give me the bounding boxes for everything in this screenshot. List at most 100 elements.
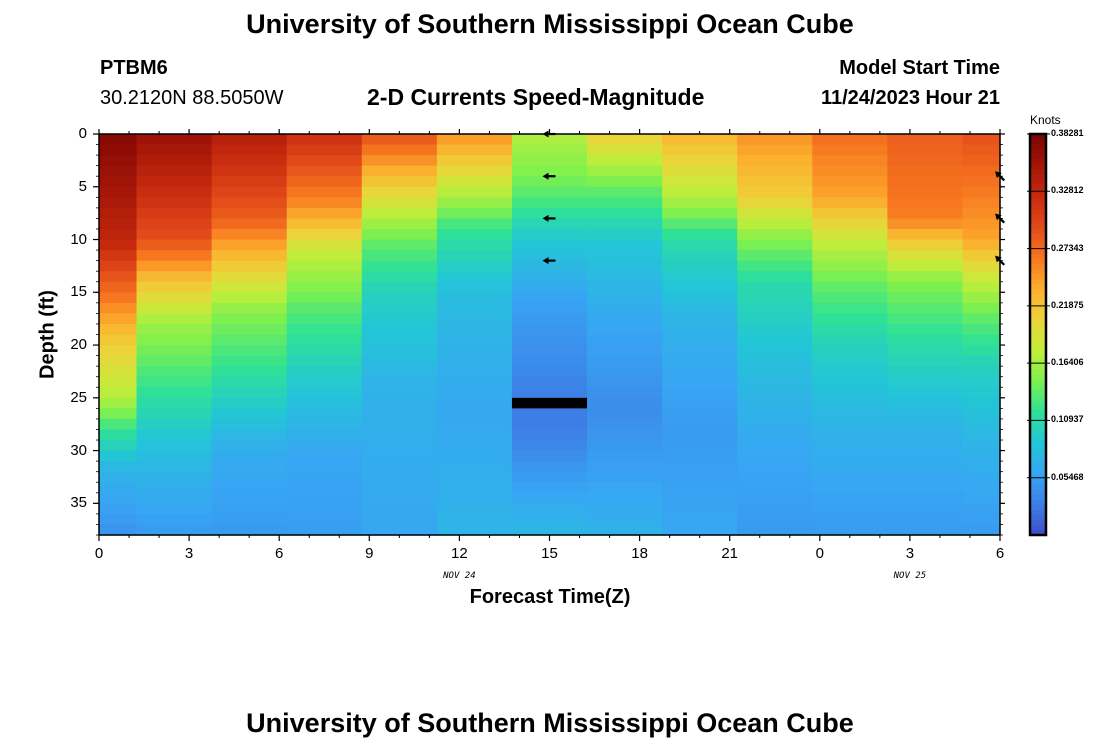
heatmap-cell <box>436 134 513 146</box>
heatmap-cell <box>587 387 663 399</box>
heatmap-cell <box>812 323 888 336</box>
heatmap-cell <box>361 250 438 262</box>
heatmap-cell <box>662 524 738 536</box>
heatmap-cell <box>511 186 588 198</box>
heatmap-cell <box>587 155 663 167</box>
x-tick-label: 21 <box>721 545 739 562</box>
heatmap-cell <box>587 239 663 251</box>
heatmap-cell <box>587 323 663 336</box>
heatmap-cell <box>361 334 438 346</box>
page-title-bottom: University of Southern Mississippi Ocean… <box>246 708 854 738</box>
heatmap-cell <box>211 429 288 441</box>
heatmap-cell <box>136 228 213 241</box>
heatmap-cell <box>737 155 813 167</box>
heatmap-cell <box>812 313 888 325</box>
heatmap-cell <box>436 271 513 283</box>
heatmap-cell <box>812 228 888 241</box>
heatmap-cell <box>211 144 288 156</box>
heatmap-cell <box>286 355 363 367</box>
heatmap-cell <box>99 355 138 367</box>
heatmap-cell <box>662 218 738 230</box>
heatmap-cell <box>436 429 513 441</box>
heatmap-cell <box>286 429 363 441</box>
heatmap-cell <box>436 440 513 452</box>
heatmap-cell <box>211 397 288 409</box>
heatmap-cell <box>99 176 138 188</box>
heatmap-cell <box>737 418 813 431</box>
heatmap-cell <box>136 313 213 325</box>
heatmap-cell <box>211 155 288 167</box>
heatmap-cell <box>662 513 738 526</box>
heatmap-cell <box>361 345 438 357</box>
heatmap-cell <box>587 524 663 536</box>
heatmap-cell <box>211 186 288 198</box>
heatmap-cell <box>99 228 138 241</box>
heatmap-cell <box>812 408 888 420</box>
heatmap-cell <box>962 345 1001 357</box>
heatmap-cell <box>962 334 1001 346</box>
heatmap-cell <box>812 450 888 462</box>
heatmap-cell <box>511 345 588 357</box>
heatmap-cell <box>737 292 813 304</box>
heatmap-cell <box>737 461 813 473</box>
heatmap-cell <box>361 366 438 378</box>
heatmap-cell <box>136 366 213 378</box>
heatmap-cell <box>962 176 1001 188</box>
heatmap-cell <box>99 429 138 441</box>
heatmap-cell <box>436 408 513 420</box>
heatmap-cell <box>286 376 363 388</box>
heatmap-cell <box>286 271 363 283</box>
heatmap-cell <box>286 461 363 473</box>
heatmap-cell <box>136 397 213 409</box>
heatmap-cell <box>962 429 1001 441</box>
heatmap-cell <box>887 387 964 399</box>
heatmap-cell <box>211 260 288 272</box>
heatmap-cell <box>962 144 1001 156</box>
heatmap-cell <box>436 228 513 241</box>
heatmap-cell <box>286 513 363 526</box>
heatmap-cell <box>887 513 964 526</box>
page-title: University of Southern Mississippi Ocean… <box>246 9 854 39</box>
heatmap-cell <box>361 397 438 409</box>
heatmap-cell <box>99 334 138 346</box>
heatmap-cell <box>587 302 663 314</box>
heatmap-cell <box>286 471 363 483</box>
heatmap-cell <box>887 492 964 504</box>
heatmap-cell <box>962 250 1001 262</box>
heatmap-cell <box>361 323 438 336</box>
heatmap-cell <box>887 165 964 177</box>
heatmap-cell <box>99 503 138 515</box>
heatmap-cell <box>887 376 964 388</box>
heatmap-cell <box>587 250 663 262</box>
heatmap-cell <box>99 524 138 536</box>
heatmap-cell <box>99 345 138 357</box>
heatmap-cell <box>662 228 738 241</box>
heatmap-cell <box>511 408 588 420</box>
heatmap-cell <box>662 207 738 220</box>
heatmap-cell <box>99 376 138 388</box>
heatmap-cell <box>286 197 363 209</box>
heatmap-cell <box>136 471 213 483</box>
heatmap-cell <box>887 250 964 262</box>
heatmap-cell <box>887 429 964 441</box>
heatmap-cell <box>587 450 663 462</box>
heatmap-cell <box>436 418 513 431</box>
heatmap-cell <box>662 366 738 378</box>
heatmap-cell <box>511 471 588 483</box>
colorbar-tick-label: 0.32812 <box>1051 185 1084 196</box>
heatmap-cell <box>737 165 813 177</box>
x-tick-label: 6 <box>995 545 1005 562</box>
heatmap-cell <box>812 186 888 198</box>
heatmap-cell <box>99 292 138 304</box>
heatmap-cell <box>361 239 438 251</box>
heatmap-cell <box>136 250 213 262</box>
heatmap-cell <box>361 218 438 230</box>
heatmap-cell <box>662 345 738 357</box>
heatmap-cell <box>887 440 964 452</box>
heatmap-cell <box>211 334 288 346</box>
heatmap-cell <box>136 440 213 452</box>
heatmap-cell <box>737 513 813 526</box>
heatmap-cell <box>962 376 1001 388</box>
heatmap-cell <box>962 492 1001 504</box>
heatmap-cell <box>812 165 888 177</box>
